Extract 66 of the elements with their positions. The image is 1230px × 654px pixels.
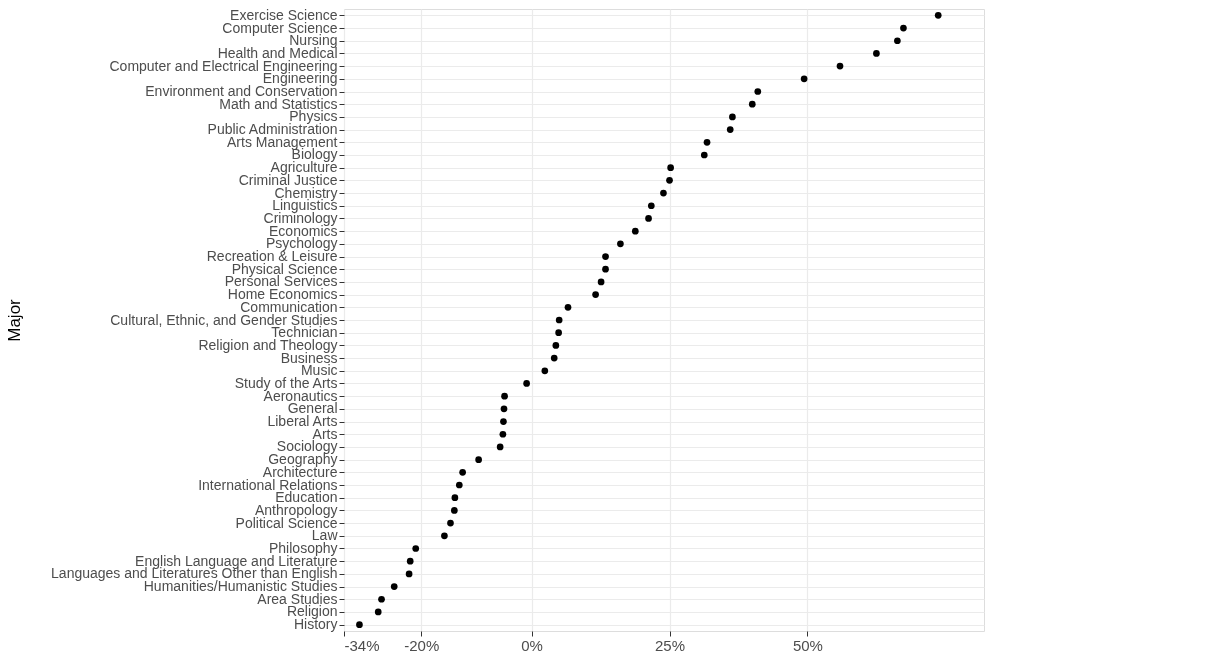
x-tick-label: -20% — [404, 636, 440, 654]
point — [894, 37, 901, 45]
x-tick-label: 0% — [521, 636, 543, 654]
point — [555, 329, 562, 337]
point — [564, 303, 572, 311]
point — [496, 443, 504, 451]
point — [378, 595, 385, 603]
point — [703, 138, 711, 146]
y-tick-label: Liberal Arts — [267, 413, 338, 430]
x-tick-label: 50% — [792, 636, 823, 654]
point — [726, 126, 734, 133]
y-tick-label: Exercise Science — [230, 6, 338, 23]
point — [748, 100, 756, 108]
point — [523, 380, 530, 387]
y-tick-label: Psychology — [265, 235, 338, 252]
y-tick-label: Philosophy — [269, 539, 338, 556]
point — [645, 215, 652, 222]
point — [660, 189, 667, 197]
point — [441, 532, 448, 540]
point — [550, 354, 558, 362]
point — [552, 342, 560, 349]
y-tick-label: Communication — [240, 298, 338, 315]
point — [499, 430, 507, 438]
y-axis-title: Major — [4, 298, 24, 342]
point — [451, 494, 459, 502]
y-tick-label: Sociology — [276, 438, 338, 455]
point — [631, 227, 639, 235]
point — [934, 12, 942, 19]
y-tick-label: Computer and Electrical Engineering — [109, 57, 338, 74]
point — [412, 545, 420, 552]
point — [374, 608, 382, 616]
point — [475, 456, 482, 463]
point — [447, 519, 454, 527]
point — [405, 570, 413, 578]
point — [602, 253, 609, 260]
point — [700, 151, 708, 159]
point — [873, 50, 880, 57]
point — [450, 507, 458, 514]
point — [800, 75, 808, 83]
point — [836, 62, 844, 70]
point — [459, 468, 466, 476]
point — [555, 316, 563, 324]
point — [666, 177, 673, 184]
point — [406, 557, 414, 565]
x-tick-label: 25% — [655, 636, 686, 654]
point — [356, 621, 363, 628]
y-tick-label: Chemistry — [274, 184, 338, 201]
point — [647, 202, 655, 210]
y-tick-label: Music — [300, 362, 338, 379]
point — [667, 164, 674, 172]
point — [455, 481, 463, 489]
point — [597, 278, 605, 286]
point — [541, 367, 549, 375]
y-tick-label: Religion — [286, 603, 338, 620]
point — [501, 392, 508, 400]
point — [592, 291, 599, 298]
point — [900, 24, 907, 32]
point — [617, 240, 624, 248]
point — [500, 405, 508, 413]
point — [390, 583, 398, 590]
x-tick-label: -34% — [344, 636, 380, 654]
point — [729, 113, 736, 121]
point — [500, 418, 507, 425]
point — [602, 265, 609, 273]
point — [754, 88, 762, 95]
y-tick-label: Arts Management — [227, 133, 338, 150]
